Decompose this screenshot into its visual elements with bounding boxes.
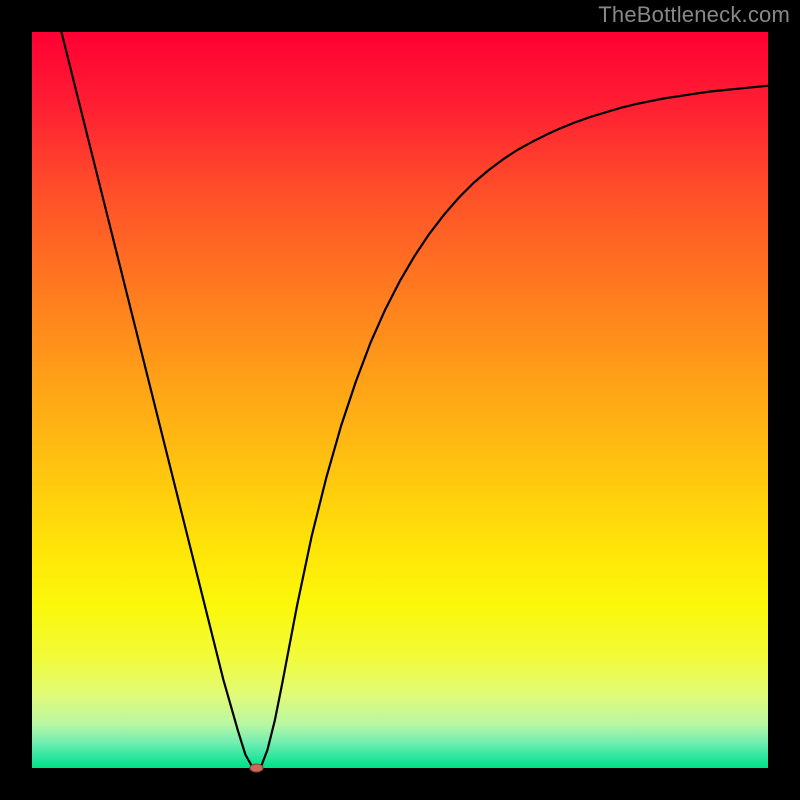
figure-root: TheBottleneck.com xyxy=(0,0,800,800)
bottleneck-chart xyxy=(0,0,800,800)
plot-background xyxy=(32,32,768,768)
optimal-point-marker xyxy=(250,764,263,772)
watermark-text: TheBottleneck.com xyxy=(598,2,790,28)
